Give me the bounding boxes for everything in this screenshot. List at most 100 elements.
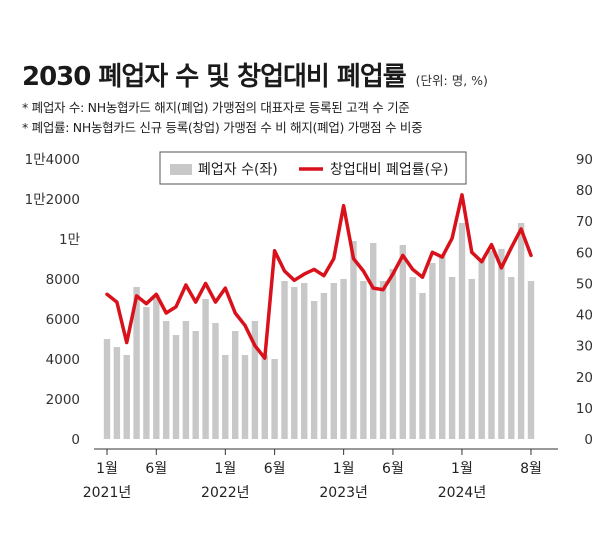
bar [182,321,190,439]
rate-point [371,286,375,290]
bar [350,241,357,439]
bar [330,283,337,439]
right-tick-label: 90 [576,152,593,168]
rate-point [500,266,503,270]
x-month-label: 8월 [520,461,542,477]
bar [143,307,150,439]
rate-line [105,193,533,360]
bar [379,281,387,439]
legend-line-label: 창업대비 폐업률(우) [330,162,448,178]
rate-point [204,282,208,285]
bar [232,331,239,439]
rate-point [509,246,513,250]
line-series [105,193,533,360]
bar [251,321,259,439]
rate-point [174,305,178,309]
right-axis: 0 10 20 30 40 50 60 70 80 90 [576,152,593,448]
bar [113,347,121,439]
rate-point [421,275,424,279]
rate-point [411,268,415,271]
x-year-label: 2022년 [201,485,250,501]
rate-point [470,250,474,254]
x-axis: 1월 2021년 6월 1월 2022년 6월 1월 2023년 6월 1월 2024년 8월 [83,448,558,501]
rate-point [283,269,286,273]
rate-point [243,324,247,327]
bar [409,277,416,439]
rate-point [125,341,129,344]
bar [508,277,515,439]
bar [340,279,347,439]
rate-point [450,236,454,240]
bar [478,259,485,439]
rate-point [154,292,158,296]
rate-point [292,278,296,282]
left-tick-label: 1만4000 [25,152,80,168]
rate-point [391,272,395,276]
bar [429,263,436,439]
x-month-label: 6월 [264,461,286,477]
bar [172,335,180,439]
bar [202,299,209,439]
legend-bar-label: 폐업자 수(좌) [198,162,278,178]
bar-series [103,223,535,439]
rate-point [519,227,523,231]
bar [527,281,535,439]
bar [370,243,377,439]
bar [212,323,219,439]
note-closures: * 폐업자 수: NH농협카드 해지(폐업) 가맹점의 대표자로 등록된 고객 … [22,100,410,115]
right-tick-label: 0 [584,432,593,448]
rate-point [460,193,464,197]
bar [458,223,466,439]
legend-box [159,151,467,185]
bar [192,331,199,439]
bar [163,321,170,439]
x-year-label: 2024년 [438,485,487,501]
right-tick-label: 80 [576,183,593,199]
chart-title: 2030 폐업자 수 및 창업대비 폐업률 [22,62,407,92]
bar [468,279,475,439]
right-tick-label: 40 [576,308,593,324]
bar [360,281,367,439]
left-axis: 0 2000 4000 6000 8000 1만 1만2000 1만4000 [25,152,80,448]
unit-label: (단위: 명, %) [415,73,488,88]
bar [103,339,111,439]
rate-point [322,274,326,278]
bar [222,355,229,439]
rate-point [480,260,484,264]
rate-point [440,255,444,259]
right-tick-label: 10 [576,401,593,417]
rate-point [352,257,355,260]
left-tick-label: 0 [71,432,80,448]
bar [241,355,249,439]
rate-point [253,344,257,348]
bar [389,269,397,439]
left-tick-label: 2000 [46,392,80,408]
rate-point [381,288,385,292]
rate-point [263,356,267,360]
title-row: 2030 폐업자 수 및 창업대비 폐업률 (단위: 명, %) [22,56,488,93]
left-tick-label: 6000 [46,312,80,328]
rate-point [332,257,336,260]
bar [498,249,505,439]
footnotes: * 폐업자 수: NH농협카드 해지(폐업) 가맹점의 대표자로 등록된 고객 … [22,98,423,138]
rate-point [145,302,148,306]
bar [133,287,140,439]
bar [439,255,446,439]
bar [448,277,456,439]
rate-point [362,269,365,273]
note-rate: * 폐업률: NH농협카드 신규 등록(창업) 가맹점 수 비 해지(폐업) 가… [22,120,423,135]
bar [517,223,525,439]
x-month-label: 6월 [145,461,167,477]
bar [281,281,288,439]
x-month-label: 1월 [96,461,118,477]
right-tick-label: 50 [576,276,593,292]
bar [123,355,130,439]
bar [301,283,308,439]
bar [291,287,298,439]
x-month-label: 1월 [333,461,355,477]
bar [320,293,328,439]
bar [271,359,278,439]
legend-bar-swatch [170,164,192,175]
legend: 폐업자 수(좌) 창업대비 폐업률(우) [159,151,467,185]
